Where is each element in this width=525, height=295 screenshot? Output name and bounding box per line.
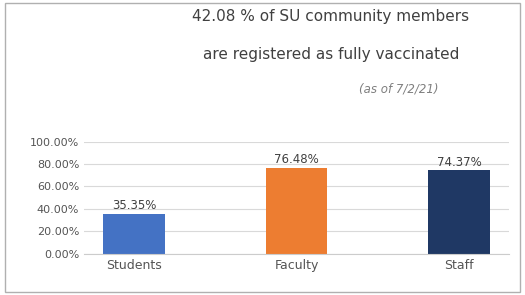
Bar [103,214,165,254]
Bar [428,170,490,254]
Bar [266,168,328,254]
Text: 76.48%: 76.48% [274,153,319,166]
Text: (as of 7/2/21): (as of 7/2/21) [359,83,439,96]
Text: 42.08 % of SU community members: 42.08 % of SU community members [192,9,469,24]
Text: 35.35%: 35.35% [112,199,156,212]
Text: are registered as fully vaccinated: are registered as fully vaccinated [203,47,459,62]
Text: 74.37%: 74.37% [437,156,481,169]
